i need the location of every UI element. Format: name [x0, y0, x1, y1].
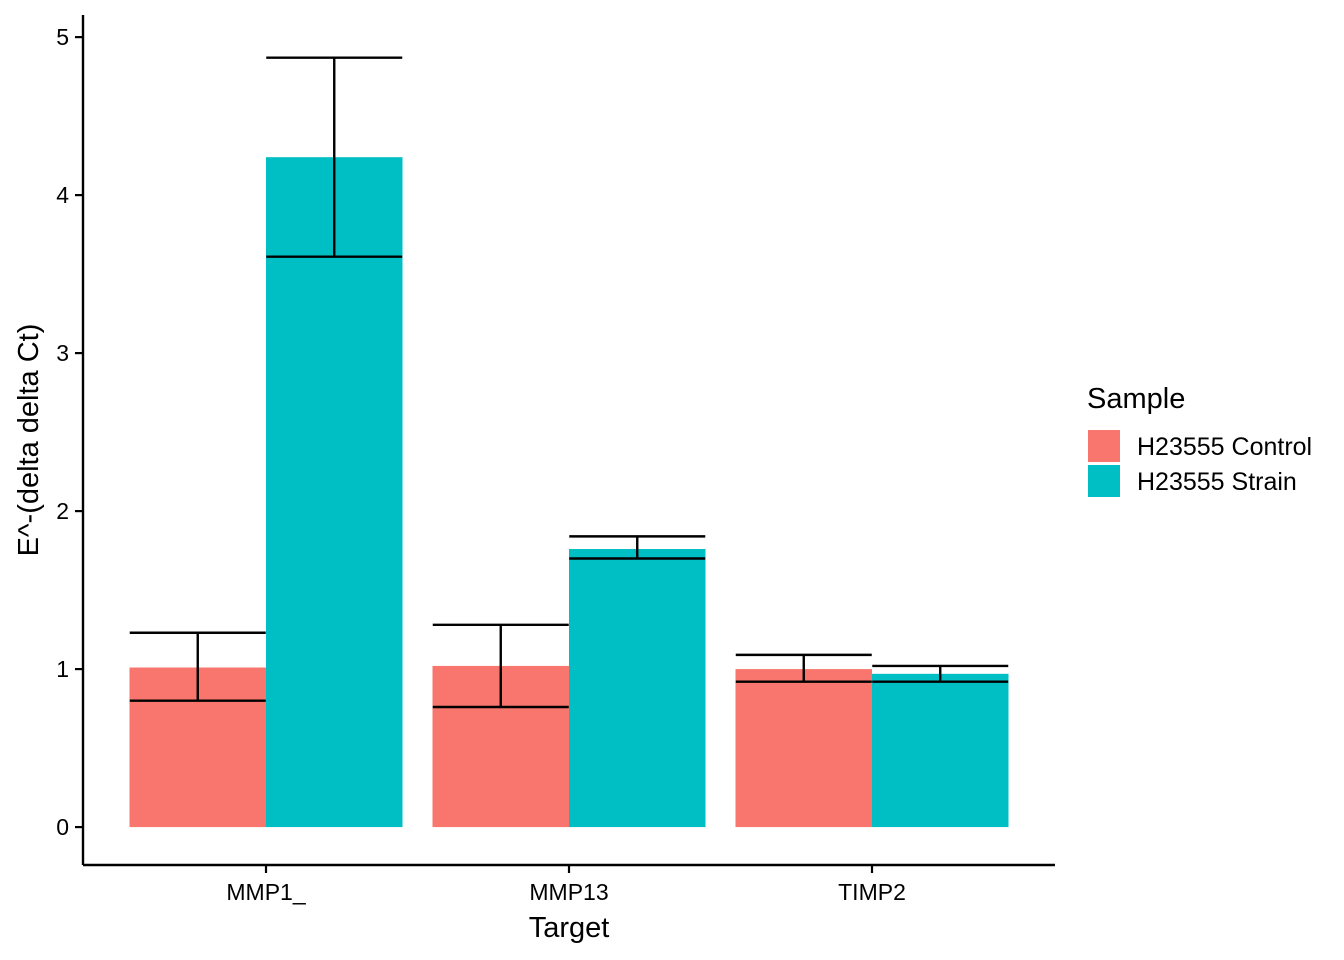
legend-key-h23555-control — [1088, 430, 1120, 462]
bars-layer — [129, 157, 1009, 828]
y-tick-label-0: 0 — [56, 814, 69, 840]
legend-title: Sample — [1087, 383, 1185, 415]
y-tick-label-3: 3 — [56, 340, 69, 366]
bar-h23555-strain-mmp1- — [266, 157, 403, 828]
x-axis-title: Target — [529, 912, 610, 944]
y-tick-label-2: 2 — [56, 498, 69, 524]
error-bars-layer — [129, 56, 1009, 709]
x-tick-label-timp2: TIMP2 — [838, 879, 906, 905]
legend-label-h23555-control: H23555 Control — [1137, 433, 1312, 461]
error-bar-h23555-control-timp2 — [735, 653, 872, 683]
error-bar-h23555-strain-mmp13 — [569, 535, 706, 560]
error-bar-h23555-strain-mmp1- — [266, 56, 403, 258]
y-tick-label-4: 4 — [56, 182, 69, 208]
y-tick-label-5: 5 — [56, 24, 69, 50]
bar-h23555-control-timp2 — [735, 669, 872, 828]
legend-key-h23555-strain — [1088, 465, 1120, 497]
bar-h23555-strain-timp2 — [872, 673, 1009, 828]
x-tick-label-mmp1-: MMP1_ — [226, 879, 306, 905]
error-bar-h23555-strain-timp2 — [872, 664, 1009, 683]
legend: Sample H23555 Control H23555 Strain — [1087, 383, 1312, 497]
x-tick-label-mmp13: MMP13 — [529, 879, 608, 905]
y-axis-title: E^-(delta delta Ct) — [13, 324, 45, 557]
error-bar-h23555-control-mmp13 — [432, 623, 569, 709]
axes-layer: 0 1 2 3 4 5 MMP1_ MMP13 TIMP2 — [56, 15, 1055, 905]
legend-label-h23555-strain: H23555 Strain — [1137, 468, 1297, 496]
y-tick-label-1: 1 — [56, 656, 69, 682]
bar-h23555-strain-mmp13 — [569, 549, 706, 828]
error-bar-h23555-control-mmp1- — [129, 631, 266, 702]
